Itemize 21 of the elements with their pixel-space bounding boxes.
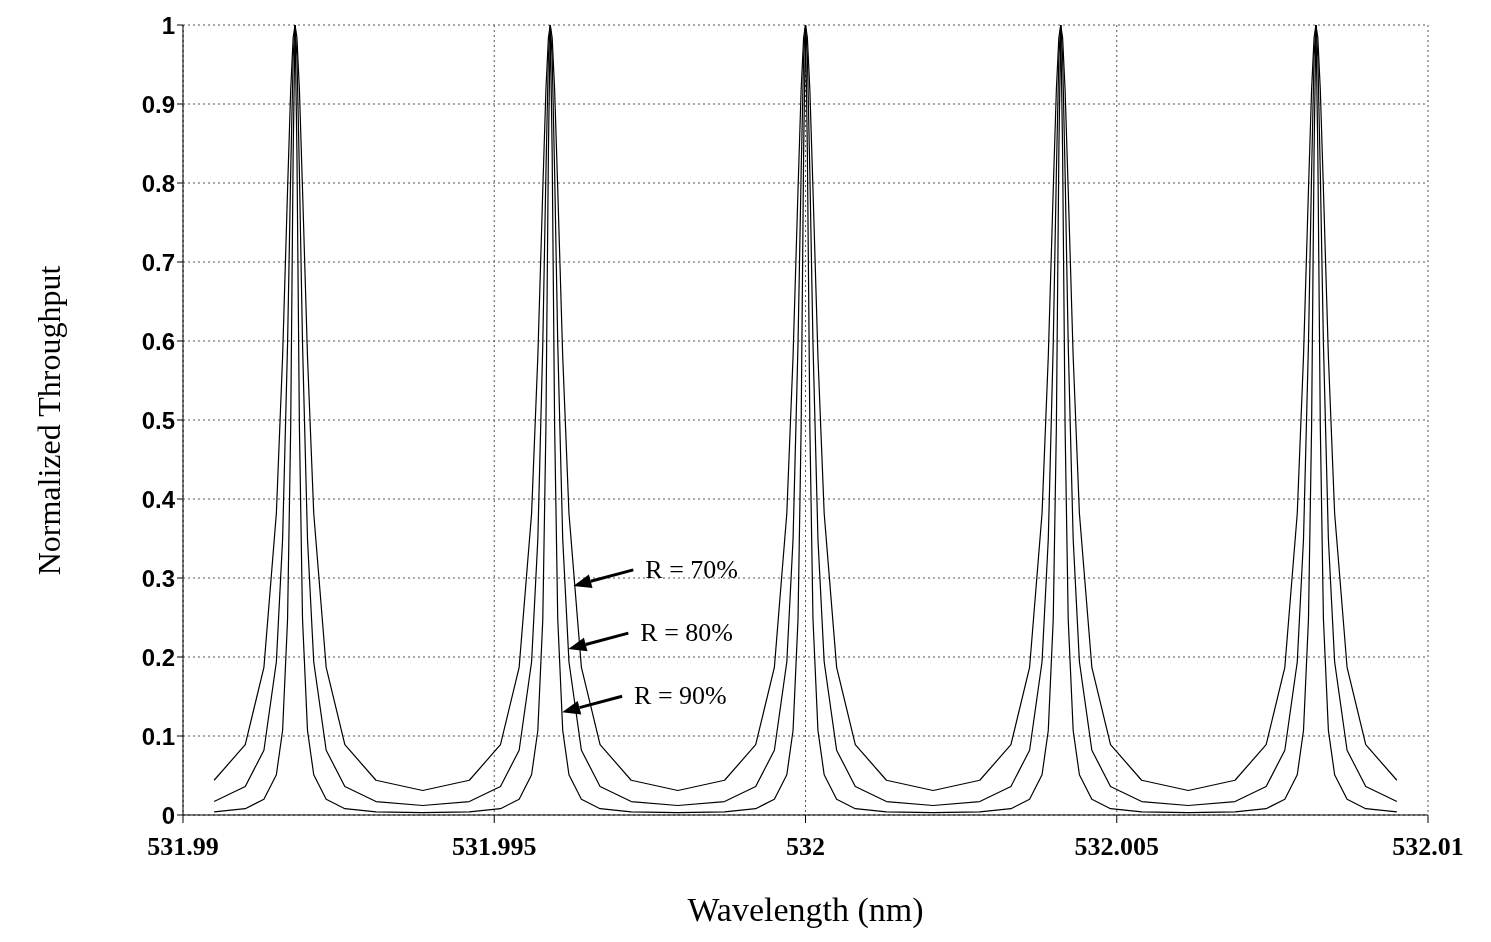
y-tick-label: 0.1 bbox=[141, 722, 175, 750]
y-tick-label: 0.3 bbox=[141, 564, 175, 592]
x-tick-label: 531.995 bbox=[452, 832, 537, 862]
x-tick-label: 532.005 bbox=[1074, 832, 1159, 862]
y-tick-label: 0.8 bbox=[141, 169, 175, 197]
y-tick-label: 0.4 bbox=[141, 485, 176, 513]
y-tick-label: 0.7 bbox=[141, 248, 175, 276]
y-tick-label: 0.5 bbox=[141, 406, 175, 434]
y-tick-label: 0.9 bbox=[141, 90, 175, 118]
annotation: R = 80% bbox=[640, 618, 733, 648]
y-tick-label: 0 bbox=[161, 801, 175, 829]
x-axis-title: Wavelength (nm) bbox=[686, 891, 925, 929]
y-tick-label: 0.6 bbox=[141, 327, 175, 355]
annotation: R = 70% bbox=[645, 554, 738, 584]
x-tick-label: 531.99 bbox=[147, 832, 219, 862]
y-tick-label: 0.2 bbox=[141, 643, 175, 671]
y-axis-title: Normalized Throughput bbox=[31, 265, 69, 575]
annotation: R = 90% bbox=[634, 681, 727, 711]
x-tick-label: 532 bbox=[786, 832, 825, 862]
x-tick-label: 532.01 bbox=[1392, 832, 1464, 862]
y-tick-label: 1 bbox=[161, 11, 175, 39]
